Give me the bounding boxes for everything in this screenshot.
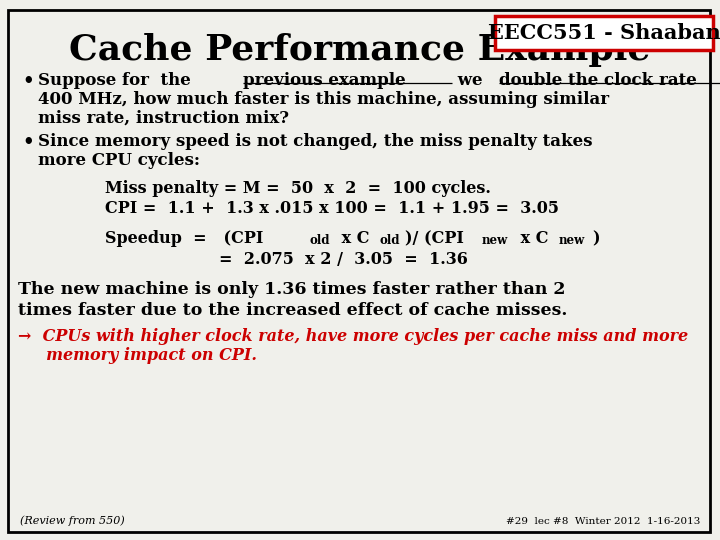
Text: we: we <box>452 72 489 89</box>
Text: •: • <box>22 72 34 90</box>
Text: Suppose for  the: Suppose for the <box>38 72 197 89</box>
Text: new: new <box>559 234 585 247</box>
Text: old: old <box>310 234 330 247</box>
Text: 400 MHz, how much faster is this machine, assuming similar: 400 MHz, how much faster is this machine… <box>38 91 609 108</box>
Text: CPI =  1.1 +  1.3 x .015 x 100 =  1.1 + 1.95 =  3.05: CPI = 1.1 + 1.3 x .015 x 100 = 1.1 + 1.9… <box>105 200 559 217</box>
Text: Speedup  =   (CPI: Speedup = (CPI <box>105 230 264 247</box>
Text: →  CPUs with higher clock rate, have more cycles per cache miss and more: → CPUs with higher clock rate, have more… <box>18 328 688 345</box>
Text: The new machine is only 1.36 times faster rather than 2: The new machine is only 1.36 times faste… <box>18 281 565 298</box>
Text: Miss penalty = M =  50  x  2  =  100 cycles.: Miss penalty = M = 50 x 2 = 100 cycles. <box>105 180 491 197</box>
Text: )/ (CPI: )/ (CPI <box>405 230 464 247</box>
Text: •: • <box>22 133 34 151</box>
Text: #29  lec #8  Winter 2012  1-16-2013: #29 lec #8 Winter 2012 1-16-2013 <box>505 517 700 526</box>
Text: Cache Performance Example: Cache Performance Example <box>69 33 651 67</box>
Text: (Review from 550): (Review from 550) <box>20 516 125 526</box>
Text: =  2.075  x 2 /  3.05  =  1.36: = 2.075 x 2 / 3.05 = 1.36 <box>219 251 467 268</box>
Text: Since memory speed is not changed, the miss penalty takes: Since memory speed is not changed, the m… <box>38 133 593 150</box>
Bar <box>495 16 713 50</box>
Text: x C: x C <box>516 230 549 247</box>
Text: ): ) <box>593 230 600 247</box>
Text: x C: x C <box>336 230 369 247</box>
Text: new: new <box>482 234 508 247</box>
Text: old: old <box>379 234 400 247</box>
Text: more CPU cycles:: more CPU cycles: <box>38 152 200 169</box>
Text: double the clock rate: double the clock rate <box>499 72 697 89</box>
Text: previous example: previous example <box>243 72 405 89</box>
Text: times faster due to the increased effect of cache misses.: times faster due to the increased effect… <box>18 302 567 319</box>
Text: memory impact on CPI.: memory impact on CPI. <box>18 347 257 364</box>
Text: miss rate, instruction mix?: miss rate, instruction mix? <box>38 110 289 127</box>
Text: EECC551 - Shaaban: EECC551 - Shaaban <box>487 23 720 43</box>
